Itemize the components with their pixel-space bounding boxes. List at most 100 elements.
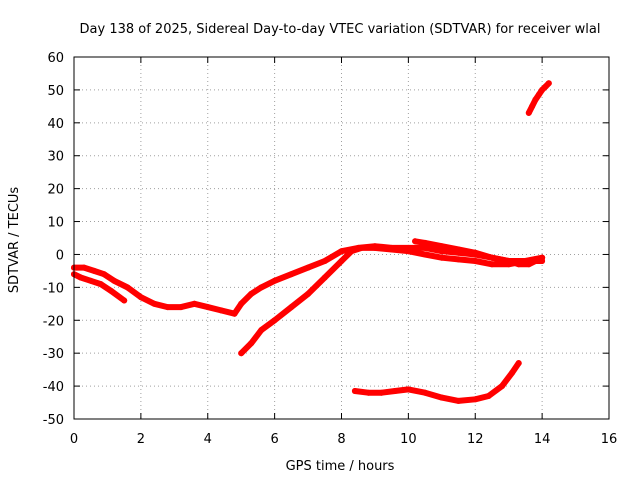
data-point (438, 248, 445, 255)
x-tick-label: 2 (137, 432, 145, 447)
data-point (489, 261, 495, 268)
data-point (111, 277, 118, 284)
data-point (472, 258, 479, 264)
data-point (321, 258, 328, 264)
data-point (422, 251, 429, 258)
data-point (371, 244, 378, 251)
data-point (455, 397, 462, 404)
y-tick-label: -40 (43, 380, 64, 395)
y-tick-label: -20 (43, 314, 64, 329)
chart-title: Day 138 of 2025, Sidereal Day-to-day VTE… (80, 22, 601, 37)
data-point (529, 103, 536, 110)
data-point (338, 248, 345, 255)
data-point (489, 254, 495, 261)
data-point (365, 389, 372, 396)
data-point (422, 389, 429, 396)
data-point (151, 300, 158, 307)
y-tick-label: -50 (43, 413, 64, 428)
data-point (338, 258, 345, 264)
series-track-c (412, 238, 546, 268)
data-point (164, 304, 171, 311)
data-point (515, 261, 522, 268)
y-tick-label: 50 (47, 84, 64, 99)
x-tick-label: 12 (467, 432, 484, 447)
data-point (422, 244, 429, 251)
data-point (472, 249, 479, 256)
data-point (515, 360, 522, 367)
data-point (412, 238, 419, 245)
grid-lines (74, 57, 609, 419)
data-point (271, 277, 278, 284)
data-point (485, 393, 492, 399)
data-point (472, 396, 479, 403)
data-point (91, 267, 98, 274)
data-point (121, 297, 128, 304)
data-point (107, 287, 114, 294)
data-point (258, 284, 265, 291)
x-tick-label: 4 (204, 432, 212, 447)
data-point (422, 239, 429, 246)
data-point (378, 389, 385, 396)
x-tick-label: 6 (270, 432, 278, 447)
data-point (137, 294, 144, 301)
data-point (539, 254, 546, 261)
series-track-b (238, 244, 546, 357)
y-tick-label: 60 (47, 51, 64, 66)
series-track-a-upper (71, 243, 546, 317)
data-point (392, 388, 398, 394)
data-point (258, 327, 265, 334)
data-point (405, 248, 412, 255)
x-tick-label: 14 (534, 432, 551, 447)
data-point (532, 96, 539, 103)
data-point (351, 388, 358, 394)
data-point (455, 256, 462, 263)
data-point (545, 80, 552, 87)
x-axis-title: GPS time / hours (286, 459, 395, 474)
y-tick-label: 30 (47, 150, 64, 165)
data-point (405, 386, 412, 393)
y-tick-label: 10 (47, 216, 64, 231)
data-point (288, 304, 295, 311)
x-tick-label: 16 (601, 432, 618, 447)
data-point (238, 300, 245, 307)
data-point (525, 261, 532, 268)
data-point (305, 290, 312, 297)
data-point (271, 317, 278, 324)
data-point (499, 383, 505, 390)
data-point (438, 394, 445, 401)
y-tick-label: 20 (47, 183, 64, 198)
data-point (358, 244, 365, 251)
data-point (101, 271, 108, 278)
data-point (248, 290, 255, 297)
y-axis-title: SDTVAR / TECUs (7, 187, 22, 294)
data-point (124, 284, 131, 291)
data-point (87, 277, 94, 284)
x-tick-label: 0 (70, 432, 78, 447)
y-tick-label: 40 (47, 117, 64, 132)
data-point (238, 350, 245, 357)
data-point (438, 254, 445, 261)
data-point (438, 243, 445, 250)
data-point (348, 248, 355, 255)
data-point (509, 369, 515, 376)
data-point (305, 264, 312, 271)
data-point (288, 271, 295, 278)
data-point (77, 274, 84, 281)
data-point (97, 281, 104, 288)
data-point (178, 304, 184, 311)
axis-ticks: 0 2 4 6 8 10 12 14 16 -50 -40 -30 -20 -10 0 10 20 30 40 50 6… (43, 51, 618, 447)
x-tick-label: 10 (400, 432, 417, 447)
series-track-d (351, 360, 522, 404)
y-tick-label: -10 (43, 281, 64, 296)
data-point (505, 258, 512, 264)
data-point (321, 274, 328, 281)
y-tick-label: -30 (43, 347, 64, 362)
y-tick-label: 0 (56, 248, 64, 263)
series-layer (71, 80, 552, 404)
x-tick-label: 8 (337, 432, 345, 447)
data-point (81, 264, 87, 271)
data-point (248, 340, 255, 347)
data-point (218, 307, 225, 314)
data-point (204, 304, 211, 311)
